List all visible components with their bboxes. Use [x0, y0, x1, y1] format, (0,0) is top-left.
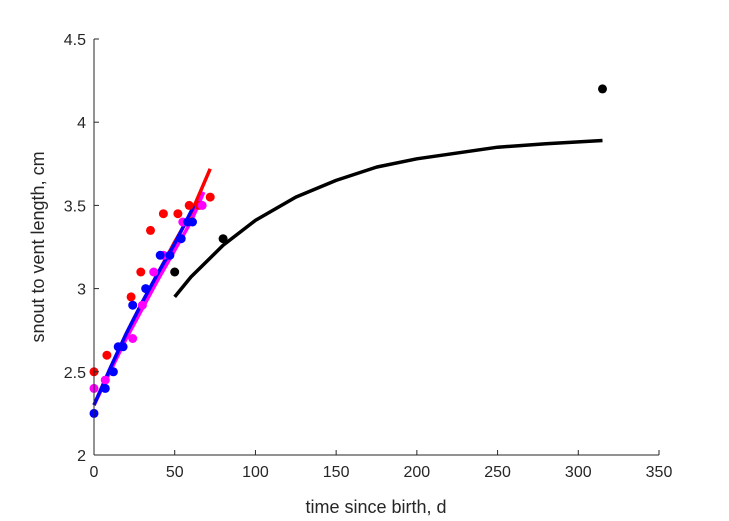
x-tick-label: 300 — [565, 464, 592, 481]
data-point — [184, 200, 194, 210]
fit-line — [173, 138, 603, 299]
y-tick-label: 4 — [77, 115, 86, 132]
y-tick-label: 2 — [77, 448, 86, 465]
x-tick-label: 50 — [166, 464, 184, 481]
y-ticks: 2 2.5 3 3.5 4 4.5 — [64, 32, 99, 465]
x-tick-label: 250 — [484, 464, 511, 481]
x-tick-label: 100 — [242, 464, 269, 481]
data-point — [176, 234, 186, 244]
data-point — [170, 267, 180, 277]
x-tick-label: 0 — [90, 464, 99, 481]
data-point — [128, 300, 138, 310]
data-point — [100, 375, 110, 385]
data-point — [197, 200, 207, 210]
data-point — [100, 383, 110, 393]
axes-layer — [93, 39, 659, 456]
data-point — [108, 367, 118, 377]
data-point — [128, 334, 138, 343]
data-point — [165, 250, 175, 260]
data-point — [188, 217, 197, 227]
data-point — [173, 209, 183, 219]
data-point — [137, 300, 147, 310]
y-tick-label: 4.5 — [64, 32, 86, 49]
data-point — [218, 234, 228, 244]
x-tick-label: 350 — [646, 464, 673, 481]
data-point — [146, 225, 155, 235]
data-point — [155, 250, 165, 260]
data-point — [598, 84, 607, 94]
data-point — [118, 342, 128, 352]
x-tick-label: 150 — [323, 464, 350, 481]
data-point — [158, 209, 168, 219]
data-point — [126, 292, 136, 302]
data-point — [141, 284, 151, 294]
y-tick-label: 3.5 — [64, 198, 86, 215]
data-point — [102, 350, 112, 360]
x-tick-label: 200 — [404, 464, 431, 481]
series-layer — [89, 84, 607, 418]
y-tick-label: 2.5 — [64, 365, 86, 382]
x-ticks: 0 50 100 150 200 250 300 350 — [90, 450, 673, 481]
data-point — [205, 192, 215, 202]
y-tick-label: 3 — [77, 282, 86, 299]
data-point — [149, 267, 159, 277]
x-axis-label: time since birth, d — [305, 497, 446, 517]
data-point — [136, 267, 146, 277]
y-axis-label: snout to vent length, cm — [28, 151, 48, 342]
